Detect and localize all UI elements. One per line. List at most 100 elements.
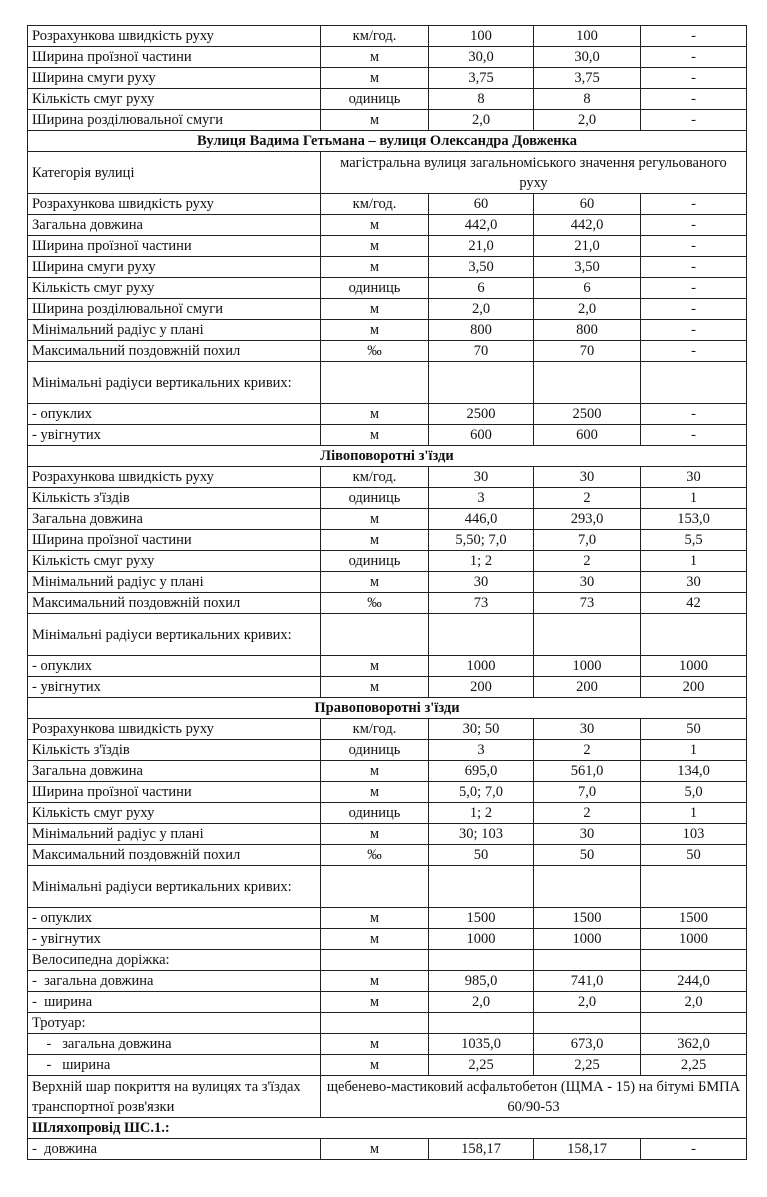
value-cell: 50 <box>640 718 747 740</box>
unit-cell: м <box>320 907 429 929</box>
value-cell: 42 <box>640 592 747 614</box>
table-row: Ширина проїзної частини м 21,0 21,0- <box>27 235 747 257</box>
value-cell: - <box>640 214 747 236</box>
value-cell: 50 <box>640 844 747 866</box>
value-cell: 600 <box>428 424 534 446</box>
value-cell: 2 <box>533 487 641 509</box>
table-row: - загальна довжина м 985,0 741,0 244,0 <box>27 970 747 992</box>
value-cell: 60 <box>533 193 641 215</box>
value-cell: 30 <box>428 466 534 488</box>
row-label: Ширина розділювальної смуги <box>27 298 321 320</box>
table-row: - опуклих м 2500 2500- <box>27 403 747 425</box>
unit-cell: м <box>320 676 429 698</box>
empty-cell <box>533 613 641 656</box>
value-cell: - <box>640 340 747 362</box>
empty-cell <box>640 1012 747 1034</box>
row-value: магістральна вулиця загальноміського зна… <box>320 151 747 194</box>
table-row: Розрахункова швидкість руху км/год. 30 30 30 <box>27 466 747 488</box>
empty-cell <box>320 613 429 656</box>
empty-cell <box>428 865 534 908</box>
row-label: Розрахункова швидкість руху <box>27 718 321 740</box>
unit-cell: одиниць <box>320 802 429 824</box>
value-cell: - <box>640 298 747 320</box>
value-cell: 1500 <box>640 907 747 929</box>
value-cell: 30 <box>533 466 641 488</box>
row-label: - загальна довжина <box>27 1033 321 1055</box>
value-cell: 244,0 <box>640 970 747 992</box>
section-header-row: Лівоповоротні з'їзди <box>27 445 747 467</box>
empty-cell <box>320 949 429 971</box>
value-cell: 2,0 <box>428 991 534 1013</box>
unit-cell: км/год. <box>320 466 429 488</box>
value-cell: 5,5 <box>640 529 747 551</box>
value-cell: 103 <box>640 823 747 845</box>
value-cell: 2,0 <box>533 109 641 131</box>
value-cell: 1; 2 <box>428 802 534 824</box>
table-row: Категорія вулиці магістральна вулиця зага… <box>27 151 747 194</box>
unit-cell: одиниць <box>320 550 429 572</box>
value-cell: 30 <box>428 571 534 593</box>
table-row: Мінімальний радіус у плані м 800 800- <box>27 319 747 341</box>
row-label: Кількість смуг руху <box>27 550 321 572</box>
unit-cell: м <box>320 991 429 1013</box>
value-cell: 3 <box>428 739 534 761</box>
row-value: щебенево-мастиковий асфальтобетон (ЩМА -… <box>320 1075 747 1118</box>
empty-cell <box>320 361 429 404</box>
value-cell: 2,25 <box>533 1054 641 1076</box>
row-label: Ширина смуги руху <box>27 67 321 89</box>
unit-cell: км/год. <box>320 718 429 740</box>
table-row: Верхній шар покриття на вулицях та з'їзд… <box>27 1075 747 1118</box>
table-row: - увігнутих м 200 200 200 <box>27 676 747 698</box>
value-cell: 158,17 <box>533 1138 641 1160</box>
value-cell: 2 <box>533 550 641 572</box>
table-row: Мінімальний радіус у плані м 30 30 30 <box>27 571 747 593</box>
value-cell: 800 <box>533 319 641 341</box>
subsection-row: Шляхопровід ШС.1.: <box>27 1117 747 1139</box>
value-cell: 2,0 <box>640 991 747 1013</box>
empty-cell <box>533 361 641 404</box>
table-row: Мінімальні радіуси вертикальних кривих: <box>27 865 747 908</box>
unit-cell: ‰ <box>320 844 429 866</box>
value-cell: 2500 <box>428 403 534 425</box>
row-label: Категорія вулиці <box>27 151 321 194</box>
value-cell: 1500 <box>428 907 534 929</box>
value-cell: 5,0 <box>640 781 747 803</box>
value-cell: 673,0 <box>533 1033 641 1055</box>
row-label: Кількість з'їздів <box>27 487 321 509</box>
value-cell: 1500 <box>533 907 641 929</box>
empty-cell <box>640 865 747 908</box>
value-cell: 1000 <box>640 928 747 950</box>
row-label: - увігнутих <box>27 424 321 446</box>
table-row: Мінімальні радіуси вертикальних кривих: <box>27 613 747 656</box>
value-cell: - <box>640 67 747 89</box>
empty-cell <box>428 361 534 404</box>
unit-cell: м <box>320 46 429 68</box>
value-cell: 30 <box>533 718 641 740</box>
row-label: Велосипедна доріжка: <box>27 949 321 971</box>
row-label: Ширина проїзної частини <box>27 781 321 803</box>
value-cell: 600 <box>533 424 641 446</box>
unit-cell: м <box>320 424 429 446</box>
value-cell: 2 <box>533 802 641 824</box>
value-cell: 153,0 <box>640 508 747 530</box>
value-cell: 3,75 <box>428 67 534 89</box>
row-label: Ширина проїзної частини <box>27 235 321 257</box>
unit-cell: ‰ <box>320 340 429 362</box>
row-label: - довжина <box>27 1138 321 1160</box>
value-cell: 1035,0 <box>428 1033 534 1055</box>
unit-cell: одиниць <box>320 88 429 110</box>
table-row: Кількість смуг руху одиниць 6 6- <box>27 277 747 299</box>
empty-cell <box>320 1012 429 1034</box>
row-label: Мінімальні радіуси вертикальних кривих: <box>27 613 321 656</box>
table-row: - ширина м 2,0 2,0 2,0 <box>27 991 747 1013</box>
value-cell: 1 <box>640 487 747 509</box>
unit-cell: м <box>320 928 429 950</box>
row-label: Розрахункова швидкість руху <box>27 193 321 215</box>
unit-cell: м <box>320 655 429 677</box>
unit-cell: м <box>320 403 429 425</box>
value-cell: 1000 <box>533 655 641 677</box>
row-label: Мінімальний радіус у плані <box>27 823 321 845</box>
value-cell: 158,17 <box>428 1138 534 1160</box>
value-cell: 695,0 <box>428 760 534 782</box>
unit-cell: м <box>320 67 429 89</box>
